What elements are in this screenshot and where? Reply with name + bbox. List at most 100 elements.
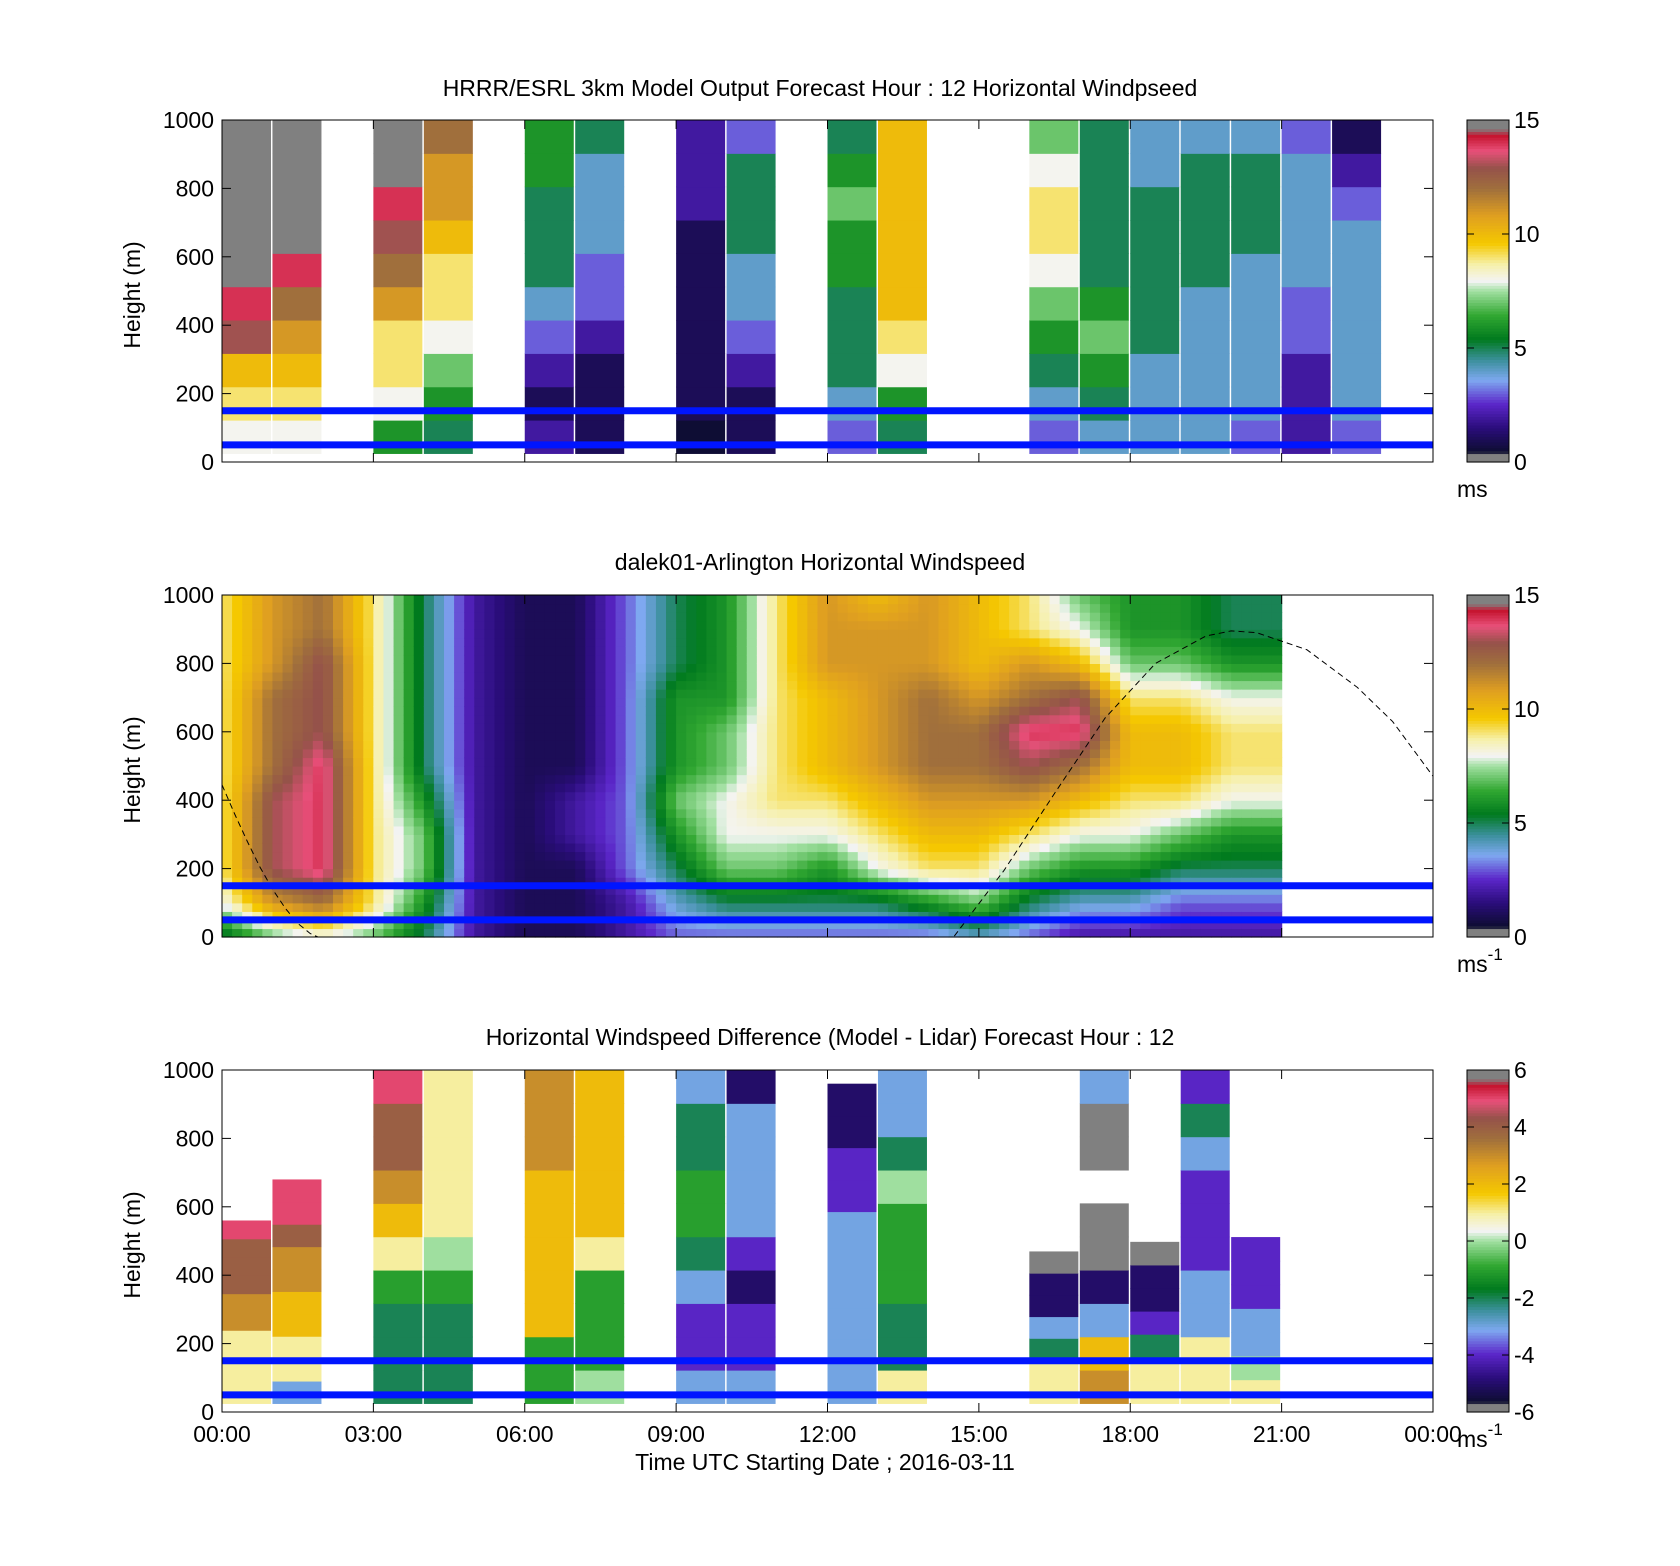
heatmap-cell [989,757,1000,766]
heatmap-cell [535,860,546,869]
heatmap-cell [555,834,566,843]
heatmap-cell [888,595,899,604]
heatmap-cell [1231,783,1242,792]
heatmap-cell [706,663,717,672]
heatmap-cell [656,638,667,647]
heatmap-cell [565,655,576,664]
heatmap-cell [1171,715,1182,724]
heatmap-cell [878,800,889,809]
heatmap-cell [727,757,738,766]
heatmap-cell [626,834,637,843]
heatmap-cell [1261,757,1272,766]
heatmap-cell [828,120,877,154]
heatmap-cell [1150,629,1161,638]
heatmap-cell [515,655,526,664]
heatmap-cell [1009,732,1020,741]
heatmap-cell [323,852,334,861]
heatmap-cell [787,775,798,784]
heatmap-cell [555,783,566,792]
heatmap-cell [242,723,253,732]
heatmap-cell [313,869,324,878]
heatmap-cell [1231,903,1242,912]
heatmap-cell [1060,663,1071,672]
heatmap-cell [515,766,526,775]
heatmap-cell [595,646,606,655]
heatmap-cell [394,706,405,715]
heatmap-cell [1161,757,1172,766]
heatmap-cell [1181,1270,1230,1304]
heatmap-cell [666,775,677,784]
heatmap-cell [545,663,556,672]
heatmap-cell [303,655,314,664]
heatmap-cell [969,834,980,843]
heatmap-cell [242,689,253,698]
heatmap-cell [878,320,927,354]
heatmap-cell [676,663,687,672]
heatmap-cell [595,612,606,621]
heatmap-cell [1009,638,1020,647]
heatmap-cell [232,706,243,715]
heatmap-cell [494,817,505,826]
heatmap-cell [555,698,566,707]
heatmap-cell [1100,612,1111,621]
heatmap-cell [838,766,849,775]
heatmap-cell [575,387,624,421]
heatmap-cell [605,698,616,707]
heatmap-cell [383,783,394,792]
heatmap-cell [1080,826,1091,835]
heatmap-cell [353,792,364,801]
y-tick-label: 1000 [163,1057,214,1083]
heatmap-cell [1050,826,1061,835]
heatmap-cell [1171,843,1182,852]
heatmap-cell [858,843,869,852]
heatmap-cell [626,775,637,784]
heatmap-cell [1140,655,1151,664]
heatmap-cell [454,595,465,604]
heatmap-cell [969,749,980,758]
heatmap-cell [616,817,627,826]
heatmap-cell [605,826,616,835]
heatmap-cell [626,800,637,809]
heatmap-cell [434,792,445,801]
heatmap-cell [888,663,899,672]
heatmap-cell [283,646,294,655]
heatmap-cell [383,723,394,732]
y-tick-label: 200 [176,856,214,882]
heatmap-cell [454,655,465,664]
heatmap-cell [898,740,909,749]
heatmap-cell [494,809,505,818]
heatmap-cell [494,869,505,878]
heatmap-cell [555,681,566,690]
x-tick-label: 12:00 [799,1421,857,1447]
heatmap-cell [727,353,776,387]
heatmap-cell [1150,715,1161,724]
heatmap-cell [1191,698,1202,707]
heatmap-cell [474,740,485,749]
heatmap-cell [1282,287,1331,321]
heatmap-cell [1110,860,1121,869]
heatmap-cell [1120,843,1131,852]
heatmap-cell [444,826,455,835]
heatmap-cell [353,757,364,766]
heatmap-cell [555,928,566,937]
heatmap-cell [373,783,384,792]
heatmap-cell [636,757,647,766]
heatmap-cell [373,320,422,354]
heatmap-cell [424,1203,473,1237]
heatmap-cell [525,783,536,792]
heatmap-cell [878,1270,927,1304]
heatmap-cell [454,715,465,724]
heatmap-cell [1120,869,1131,878]
heatmap-cell [272,612,283,621]
heatmap-cell [1171,723,1182,732]
heatmap-cell [646,928,657,937]
heatmap-cell [535,740,546,749]
heatmap-cell [1050,732,1061,741]
heatmap-cell [979,809,990,818]
heatmap-cell [888,629,899,638]
heatmap-cell [1261,852,1272,861]
heatmap-cell [1241,766,1252,775]
heatmap-cell [283,604,294,613]
heatmap-cell [1191,749,1202,758]
heatmap-cell [383,604,394,613]
